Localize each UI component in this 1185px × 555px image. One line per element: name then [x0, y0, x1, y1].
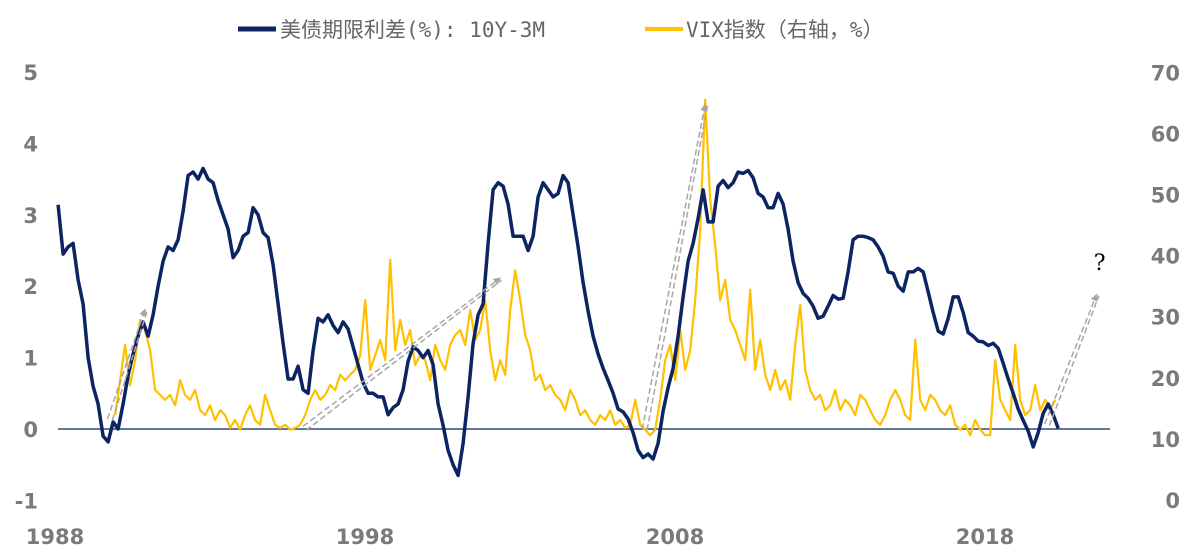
- y-right-tick-label: 40: [1151, 245, 1180, 269]
- y-right-tick-label: 10: [1151, 428, 1180, 452]
- x-tick-label: 1988: [26, 525, 84, 549]
- trend-arrow: [646, 105, 709, 431]
- trend-arrow: [111, 310, 148, 421]
- y-right-tick-label: 50: [1151, 184, 1180, 208]
- y-left-tick-label: 3: [23, 204, 38, 228]
- trend-arrow: [302, 277, 502, 427]
- y-right-tick-label: 0: [1165, 489, 1180, 513]
- x-tick-label: 2008: [646, 525, 704, 549]
- y-left-tick-label: 2: [23, 275, 38, 299]
- trend-arrow: [106, 308, 147, 420]
- y-left-tick-label: 0: [23, 418, 38, 442]
- y-right-tick-label: 20: [1151, 367, 1180, 391]
- y-left-tick-label: -1: [15, 489, 38, 513]
- trend-arrow: [1043, 293, 1098, 425]
- y-right-tick-label: 60: [1151, 122, 1180, 146]
- x-tick-label: 1998: [336, 525, 394, 549]
- y-left-tick-label: 1: [23, 347, 38, 371]
- y-right-tick-label: 70: [1151, 61, 1180, 85]
- series-line-spread: [56, 166, 1060, 478]
- trend-arrow: [641, 103, 708, 430]
- question-mark-annotation: ?: [1094, 251, 1106, 276]
- trend-arrow: [305, 279, 502, 431]
- y-right-tick-label: 30: [1151, 306, 1180, 330]
- legend-label-spread: 美债期限利差(%): 10Y-3M: [280, 18, 545, 42]
- series-line-vix: [114, 98, 1057, 437]
- y-left-tick-label: 4: [23, 132, 38, 156]
- x-tick-label: 2018: [956, 525, 1014, 549]
- legend-label-vix: VIX指数（右轴，%）: [686, 18, 884, 42]
- y-left-tick-label: 5: [23, 61, 38, 85]
- legend: 美债期限利差(%): 10Y-3M VIX指数（右轴，%）: [238, 18, 884, 42]
- trend-arrow: [1048, 295, 1100, 426]
